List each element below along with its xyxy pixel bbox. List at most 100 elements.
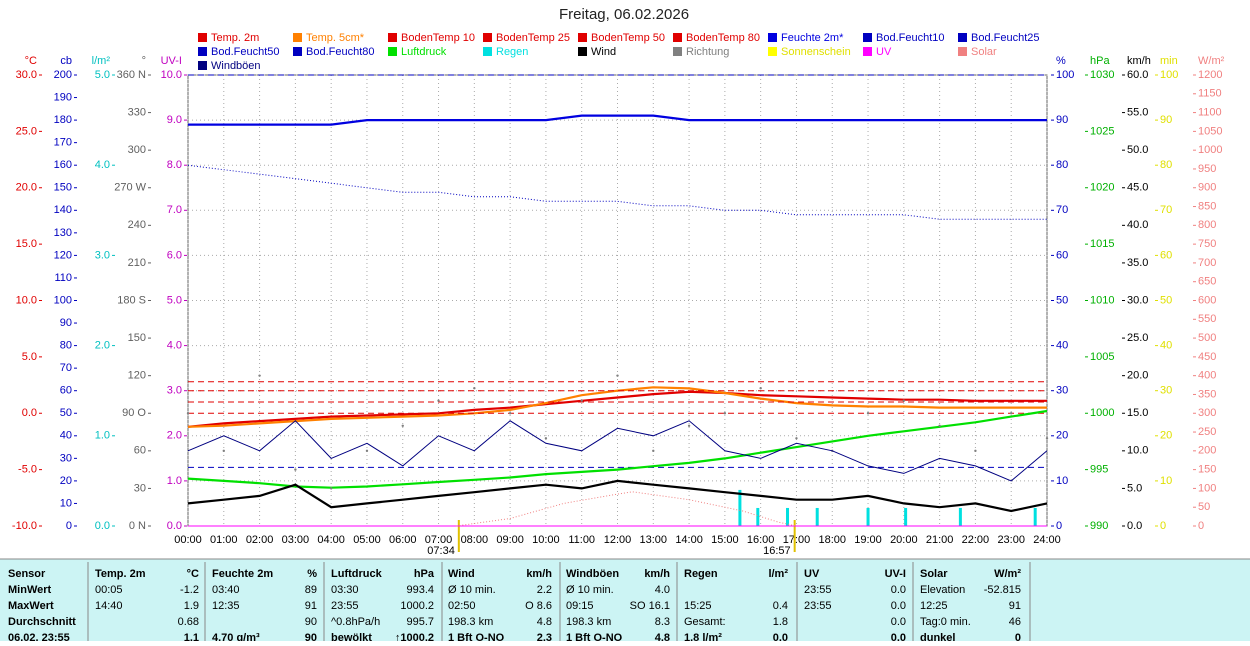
table-cell: 1 Bft O-NO	[566, 632, 623, 641]
y-tick-label: 360 N	[117, 69, 146, 81]
y-tick-label: -10.0	[12, 520, 37, 532]
y-tick-label: 10	[1056, 475, 1068, 487]
table-header: UV-I	[885, 568, 906, 580]
direction-dot	[329, 487, 333, 490]
table-cell: 90	[305, 632, 317, 641]
table-cell: dunkel	[920, 632, 955, 641]
y-tick-label: 50.0	[1127, 144, 1148, 156]
y-tick-label: 150	[54, 182, 72, 194]
y-tick-label: 650	[1198, 276, 1216, 288]
legend-swatch	[673, 33, 682, 42]
direction-dot	[437, 399, 440, 402]
y-tick-label: 55.0	[1127, 106, 1148, 118]
table-cell: Ø 10 min.	[448, 584, 496, 596]
y-tick-label: 1100	[1198, 106, 1222, 118]
y-tick-label: 100	[54, 294, 72, 306]
rain-bar	[958, 507, 962, 526]
table-cell: 1.8 l/m²	[684, 632, 722, 641]
y-tick-label: 10.0	[16, 294, 37, 306]
table-cell: 4.70 g/m³	[212, 632, 260, 641]
y-tick-label: 30	[60, 452, 72, 464]
y-tick-label: 90	[1056, 114, 1068, 126]
sun-label: 07:34	[427, 545, 455, 557]
table-cell: 23:55	[331, 600, 359, 612]
y-tick-label: 1000	[1198, 144, 1222, 156]
y-tick-label: 40	[60, 430, 72, 442]
direction-dot	[473, 386, 476, 390]
y-tick-label: 995	[1090, 464, 1108, 476]
sun-label: 16:57	[763, 545, 791, 557]
x-tick-label: 07:00	[425, 534, 453, 546]
y-tick-label: 700	[1198, 257, 1216, 269]
x-tick-label: 02:00	[246, 534, 274, 546]
table-header: Sensor	[8, 568, 46, 580]
x-tick-label: 00:00	[174, 534, 202, 546]
series-line	[187, 390, 1047, 428]
table-cell: 12:25	[920, 600, 948, 612]
y-tick-label: 90	[60, 317, 72, 329]
y-tick-label: 20	[1056, 430, 1068, 442]
y-tick-label: 160	[54, 159, 72, 171]
y-tick-label: 60	[1056, 249, 1068, 261]
table-header: Regen	[684, 568, 718, 580]
y-tick-label: 250	[1198, 426, 1216, 438]
y-tick-label: 2.0	[95, 340, 110, 352]
x-tick-label: 12:00	[604, 534, 632, 546]
y-tick-label: 30	[134, 482, 146, 494]
table-cell: 0.0	[891, 632, 906, 641]
y-tick-label: 30	[1160, 385, 1172, 397]
table-cell: 1.1	[184, 632, 199, 641]
y-tick-label: 90	[1160, 114, 1172, 126]
direction-dot	[759, 386, 762, 390]
rain-bar	[866, 507, 870, 526]
y-tick-label: 1150	[1198, 88, 1222, 100]
axis-title: %	[1056, 55, 1066, 67]
y-tick-label: 180 S	[117, 294, 146, 306]
table-cell: 14:40	[95, 600, 123, 612]
table-cell: -1.2	[180, 584, 199, 596]
y-tick-label: 1005	[1090, 351, 1114, 363]
x-tick-label: 18:00	[818, 534, 846, 546]
table-cell: 03:40	[212, 584, 240, 596]
legend-swatch	[198, 33, 207, 42]
y-tick-label: 80	[60, 340, 72, 352]
y-tick-label: 1015	[1090, 238, 1114, 250]
direction-dot	[222, 449, 225, 453]
x-tick-label: 13:00	[640, 534, 668, 546]
y-tick-label: 70	[60, 362, 72, 374]
legend-label: Temp. 5cm*	[306, 32, 365, 44]
y-tick-label: 5.0	[95, 69, 110, 81]
legend-swatch	[958, 33, 967, 42]
x-tick-label: 24:00	[1033, 534, 1061, 546]
x-tick-label: 05:00	[353, 534, 381, 546]
legend-label: Bod.Feucht50	[211, 46, 280, 58]
table-cell: Gesamt:	[684, 616, 726, 628]
series-line	[187, 420, 1048, 482]
y-tick-label: 350	[1198, 388, 1216, 400]
y-tick-label: 800	[1198, 219, 1216, 231]
y-tick-label: 60.0	[1127, 69, 1148, 81]
y-tick-label: 25.0	[16, 125, 37, 137]
y-tick-label: 0	[1198, 520, 1204, 532]
y-tick-label: 600	[1198, 294, 1216, 306]
table-cell: 2.3	[537, 632, 552, 641]
legend-label: Bod.Feucht25	[971, 32, 1040, 44]
legend-label: Regen	[496, 46, 528, 58]
y-tick-label: 45.0	[1127, 182, 1148, 194]
y-tick-label: 900	[1198, 182, 1216, 194]
legend-label: BodenTemp 10	[401, 32, 475, 44]
legend-swatch	[768, 47, 777, 56]
series-line	[188, 114, 1047, 126]
y-tick-label: 4.0	[167, 340, 182, 352]
y-tick-label: 50	[60, 407, 72, 419]
table-background	[0, 559, 1250, 641]
table-cell: 1.9	[184, 600, 199, 612]
table-cell: SO 16.1	[630, 600, 670, 612]
table-cell: 995.7	[406, 616, 434, 628]
table-cell: 0.0	[773, 632, 788, 641]
legend-label: Bod.Feucht80	[306, 46, 375, 58]
y-tick-label: 0	[1160, 520, 1166, 532]
x-tick-label: 14:00	[675, 534, 703, 546]
y-tick-label: 1020	[1090, 182, 1114, 194]
